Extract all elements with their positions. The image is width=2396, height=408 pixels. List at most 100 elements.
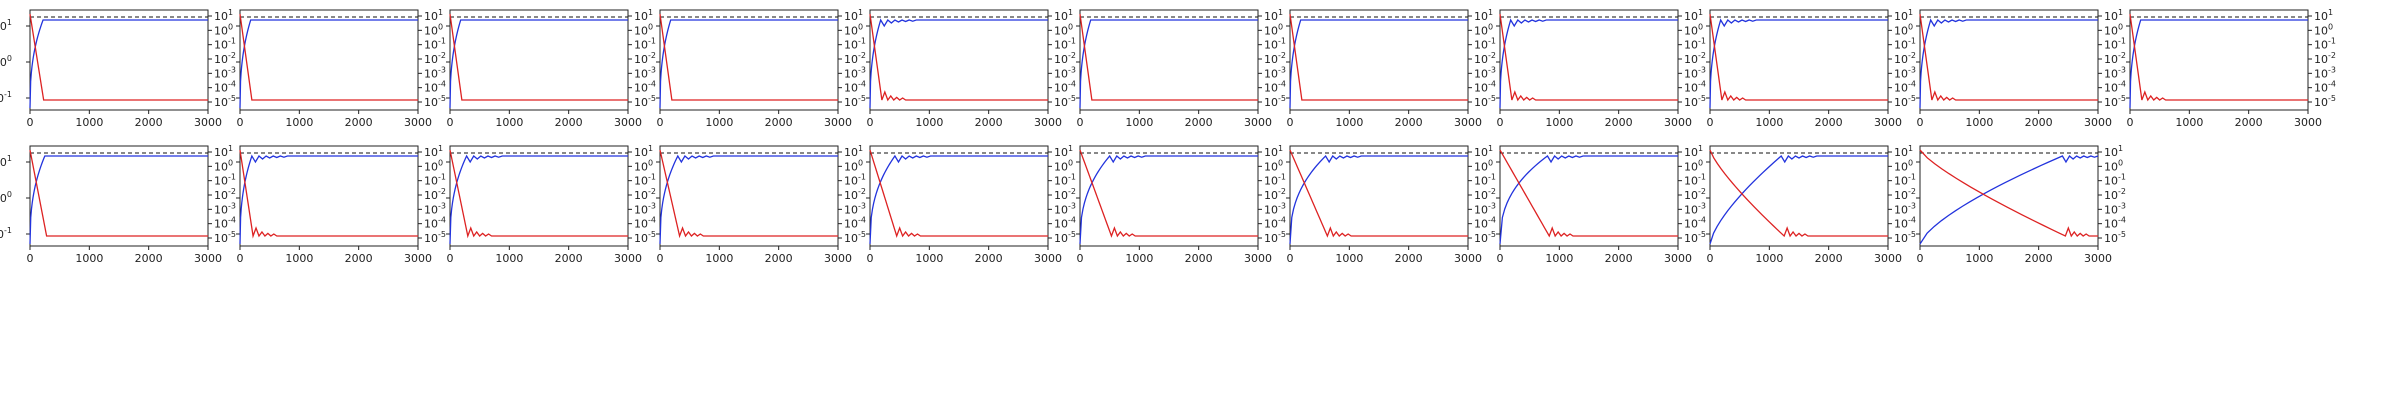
- y-tick-label-right: 10-2: [424, 187, 446, 202]
- x-tick-label: 1000: [285, 116, 313, 129]
- y-tick-label-right: 10-5: [1264, 230, 1286, 245]
- y-tick-label-right: 10-5: [2104, 230, 2126, 245]
- x-tick-label: 2000: [555, 116, 583, 129]
- y-tick-label-right: 10-4: [844, 216, 866, 231]
- blue-series-line: [1079, 154, 1258, 245]
- y-tick-label-right: 101: [214, 144, 233, 159]
- x-tick-label: 0: [1707, 116, 1714, 129]
- y-tick-label-right: 10-2: [1264, 187, 1286, 202]
- y-tick-label-right: 100: [1474, 158, 1493, 173]
- x-tick-label: 3000: [1874, 252, 1902, 265]
- y-tick-label-right: 100: [1684, 22, 1703, 37]
- x-tick-label: 0: [1077, 252, 1084, 265]
- x-tick-label: 3000: [614, 116, 642, 129]
- y-tick-label-right: 100: [2104, 158, 2123, 173]
- red-series-line: [29, 149, 208, 237]
- y-tick-label-right: 10-3: [1474, 65, 1496, 80]
- blue-series-line: [1919, 18, 2098, 109]
- y-tick-label-right: 100: [1474, 22, 1493, 37]
- red-series-line: [869, 149, 1048, 239]
- y-tick-label-right: 10-3: [1894, 65, 1916, 80]
- blue-series-line: [659, 154, 838, 245]
- panels-layer: 010002000300010-110010110-510-410-310-21…: [0, 8, 2336, 265]
- y-tick-label-right: 10-3: [424, 65, 446, 80]
- red-series-line: [1499, 13, 1678, 102]
- red-series-line: [1499, 149, 1678, 238]
- x-tick-label: 0: [2127, 116, 2134, 129]
- x-tick-label: 2000: [975, 252, 1003, 265]
- x-tick-label: 3000: [824, 252, 852, 265]
- panel-r0-c0: 010002000300010-110010110-510-410-310-21…: [0, 8, 236, 129]
- y-tick-label-right: 10-2: [1894, 51, 1916, 66]
- y-tick-label-right: 10-3: [1054, 65, 1076, 80]
- y-tick-label-right: 10-1: [844, 173, 866, 188]
- x-tick-label: 3000: [2084, 252, 2112, 265]
- x-tick-label: 2000: [1395, 116, 1423, 129]
- red-series-line: [1079, 149, 1258, 238]
- red-series-line: [239, 149, 418, 239]
- x-tick-label: 2000: [1605, 116, 1633, 129]
- y-tick-label-right: 10-2: [2104, 51, 2126, 66]
- y-tick-label-right: 10-3: [214, 65, 236, 80]
- x-tick-label: 2000: [1185, 252, 1213, 265]
- x-tick-label: 3000: [614, 252, 642, 265]
- y-tick-label-right: 100: [2104, 22, 2123, 37]
- y-tick-label-left: 100: [0, 190, 12, 205]
- blue-series-line: [1499, 18, 1678, 109]
- y-tick-label-right: 10-5: [2314, 94, 2336, 109]
- panel-frame: [29, 145, 209, 247]
- red-series-line: [1919, 149, 2098, 238]
- x-tick-label: 1000: [1335, 116, 1363, 129]
- blue-series-line: [869, 18, 1048, 109]
- y-tick-label-right: 100: [1894, 158, 1913, 173]
- blue-series-line: [1289, 19, 1468, 109]
- x-tick-label: 1000: [705, 116, 733, 129]
- red-series-line: [659, 13, 838, 101]
- y-tick-label-right: 101: [1474, 144, 1493, 159]
- y-tick-label-right: 10-5: [1474, 94, 1496, 109]
- red-series-line: [1709, 13, 1888, 102]
- y-tick-label-right: 10-3: [1054, 201, 1076, 216]
- y-tick-label-right: 10-5: [1054, 230, 1076, 245]
- y-tick-label-right: 101: [1054, 144, 1073, 159]
- y-tick-label-right: 10-1: [214, 173, 236, 188]
- y-tick-label-right: 10-4: [634, 216, 656, 231]
- y-tick-label-right: 10-4: [1054, 216, 1076, 231]
- x-tick-label: 2000: [2025, 252, 2053, 265]
- x-tick-label: 0: [1497, 252, 1504, 265]
- y-tick-label-right: 10-5: [214, 230, 236, 245]
- y-tick-label-right: 10-4: [1264, 216, 1286, 231]
- y-tick-label-right: 10-4: [214, 80, 236, 95]
- x-tick-label: 1000: [1335, 252, 1363, 265]
- y-tick-label-right: 100: [844, 22, 863, 37]
- y-tick-label-right: 10-3: [634, 201, 656, 216]
- y-tick-label-right: 101: [1894, 8, 1913, 23]
- y-tick-label-right: 10-1: [634, 173, 656, 188]
- x-tick-label: 0: [1077, 116, 1084, 129]
- y-tick-label-right: 10-2: [1054, 187, 1076, 202]
- y-tick-label-right: 10-1: [1474, 173, 1496, 188]
- x-tick-label: 3000: [1874, 116, 1902, 129]
- y-tick-label-right: 10-2: [844, 51, 866, 66]
- red-series-line: [1709, 149, 1888, 238]
- y-tick-label-right: 10-4: [2314, 80, 2336, 95]
- y-tick-label-right: 100: [1264, 158, 1283, 173]
- x-tick-label: 3000: [1454, 252, 1482, 265]
- panel-frame: [2129, 9, 2309, 111]
- x-tick-label: 0: [27, 116, 34, 129]
- y-tick-label-right: 10-3: [424, 201, 446, 216]
- panel-frame: [659, 145, 839, 247]
- x-tick-label: 3000: [1034, 116, 1062, 129]
- x-tick-label: 2000: [765, 116, 793, 129]
- x-tick-label: 0: [1287, 116, 1294, 129]
- panel-frame: [239, 145, 419, 247]
- y-tick-label-right: 10-3: [214, 201, 236, 216]
- x-tick-label: 0: [1497, 116, 1504, 129]
- x-tick-label: 1000: [75, 252, 103, 265]
